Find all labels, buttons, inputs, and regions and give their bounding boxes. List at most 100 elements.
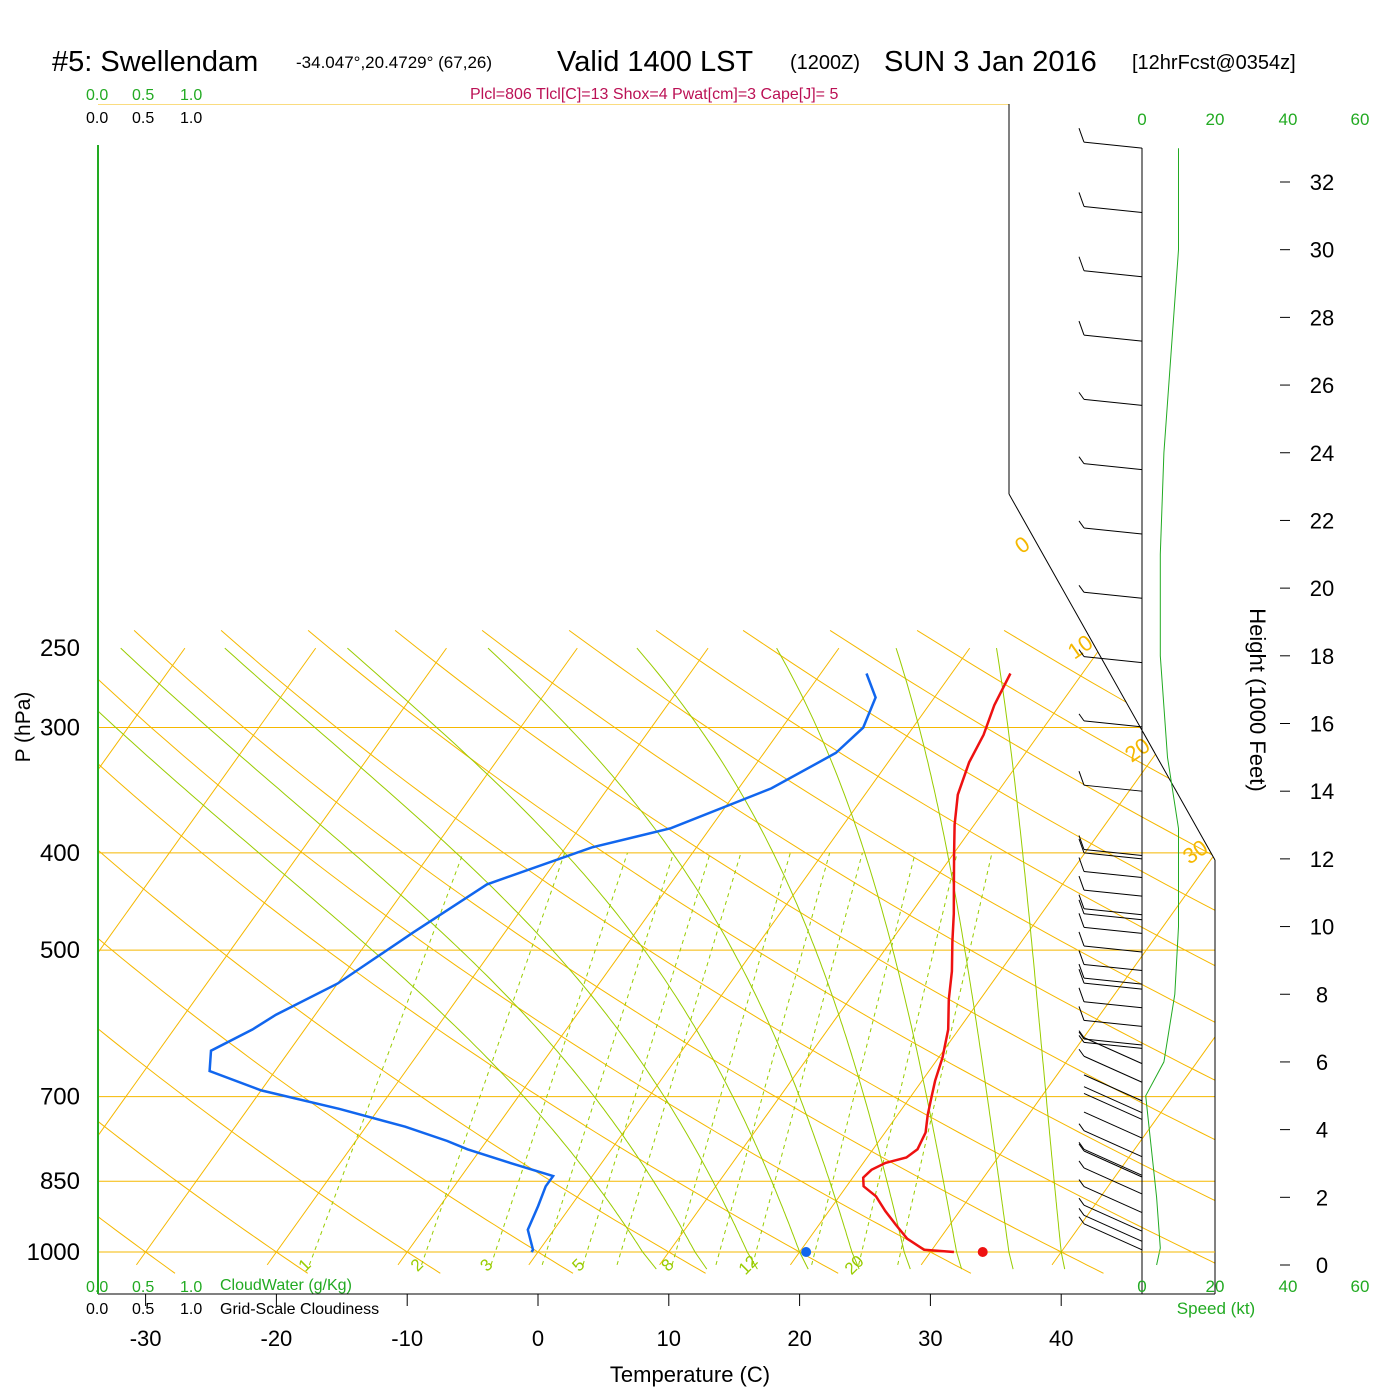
wind-barb-staff [1083, 982, 1143, 990]
moist-adiabat [487, 647, 860, 1270]
isotherm-line [98, 647, 317, 1266]
speed-tick: 60 [1351, 110, 1370, 129]
wind-barb-flag [1078, 1143, 1085, 1152]
speed-tick: 60 [1351, 1277, 1370, 1296]
height-tick-label: 26 [1310, 373, 1334, 398]
isotherm-line [528, 647, 971, 1266]
stability-indices: Plcl=806 Tlcl[C]=13 Shox=4 Pwat[cm]=3 Ca… [470, 86, 838, 103]
cloudiness-tick: 0.5 [132, 1301, 154, 1318]
height-tick-label: 4 [1316, 1118, 1328, 1143]
mixing-ratio-line [308, 852, 464, 1266]
title-station: #5: Swellendam [52, 46, 258, 78]
cloud-tick: 1.0 [180, 87, 202, 104]
wind-barb-flag [1078, 192, 1085, 207]
pressure-tick-label: 250 [40, 635, 80, 662]
height-tick-label: 6 [1316, 1050, 1328, 1075]
x-tick-label: 10 [657, 1326, 681, 1351]
wind-barb-staff [1083, 1055, 1143, 1083]
mixing-ratio-lines [308, 852, 993, 1266]
dry-adiabat [568, 629, 1215, 1274]
isotherm-line [397, 647, 840, 1266]
isotherm-line [789, 647, 1215, 1266]
speed-tick: 20 [1206, 110, 1225, 129]
wind-barb-flag [1078, 392, 1085, 400]
height-tick-label: 2 [1316, 1185, 1328, 1210]
x-tick-label: 0 [532, 1326, 544, 1351]
wind-barb-flag [1078, 456, 1085, 464]
dry-adiabat [655, 629, 1215, 1274]
mixing-ratio-label: 20 [841, 1252, 868, 1279]
mixing-ratio-line [671, 852, 791, 1266]
wind-barb-staff [1083, 1148, 1143, 1176]
temperature-axis-ticks: -30 -20 -10 0 10 20 30 40 [130, 1294, 1073, 1351]
cloud-tick: 0.0 [86, 1279, 108, 1296]
wind-barb-staff [1083, 964, 1143, 972]
cloud-tick: 0.5 [132, 1279, 154, 1296]
wind-barb-flag [1078, 320, 1085, 336]
x-tick-label: -10 [391, 1326, 423, 1351]
cloud-ticks-top-green: 0.0 0.5 1.0 [86, 87, 202, 104]
dry-adiabat-lines [98, 629, 1215, 1274]
cloudiness-tick: 1.0 [180, 110, 202, 127]
cloudiness-label: Grid-Scale Cloudiness [220, 1301, 379, 1318]
wind-barb-staff [1083, 334, 1143, 342]
mixing-ratio-line [811, 852, 916, 1265]
mixing-ratio-label: 12 [735, 1252, 762, 1279]
wind-barb-flag [1078, 1035, 1085, 1043]
dry-adiabat [98, 630, 706, 1274]
height-tick-label: 32 [1310, 170, 1334, 195]
surface-temperature-marker [977, 1247, 988, 1257]
height-axis-label: Height (1000 Feet) [1245, 608, 1270, 791]
wind-barb-staff [1083, 1086, 1143, 1114]
speed-tick: 20 [1206, 1277, 1225, 1296]
cloud-tick: 0.5 [132, 87, 154, 104]
wind-barb-staff [1083, 720, 1143, 728]
wind-barb-staff [1083, 527, 1143, 535]
height-tick-label: 16 [1310, 712, 1334, 737]
mixing-ratio-line [490, 852, 628, 1266]
dry-adiabat [829, 629, 1215, 1274]
height-tick-label: 22 [1310, 508, 1334, 533]
dry-adiabat [133, 630, 1104, 1274]
wind-barb-flag [1078, 875, 1085, 891]
speed-tick: 0 [1137, 1277, 1146, 1296]
cloudiness-tick: 1.0 [180, 1301, 202, 1318]
isotherm-line [659, 647, 1101, 1266]
cloud-ticks-bottom-green: 0.0 0.5 1.0 CloudWater (g/Kg) [86, 1277, 352, 1296]
dry-adiabat [98, 630, 574, 1274]
title-coords: -34.047°,20.4729° (67,26) [296, 53, 492, 72]
x-tick-label: -20 [261, 1326, 293, 1351]
wind-barb-flag [1078, 950, 1085, 965]
height-tick-label: 18 [1310, 644, 1334, 669]
height-tick-label: 0 [1316, 1253, 1328, 1278]
dry-adiabat [98, 630, 972, 1274]
pressure-tick-label: 1000 [27, 1239, 80, 1266]
height-tick-label: 12 [1310, 847, 1334, 872]
moist-adiabat [98, 656, 657, 1270]
mixing-ratio-line [616, 852, 742, 1266]
pressure-tick-label: 400 [40, 840, 80, 867]
wind-barb-staff [1083, 463, 1143, 471]
height-tick-label: 14 [1310, 779, 1334, 804]
wind-barb-staff [1083, 205, 1143, 213]
wind-speed-profile [1145, 148, 1179, 1266]
x-tick-label: 20 [787, 1326, 811, 1351]
wind-barb-flag [1078, 969, 1085, 984]
wind-barb-flag [1078, 838, 1085, 854]
wind-barb-staff [1083, 870, 1143, 878]
wind-barb-staff [1083, 1223, 1143, 1251]
wind-barb-flag [1078, 1142, 1085, 1150]
pressure-tick-label: 850 [40, 1168, 80, 1195]
dry-adiabat [481, 630, 1215, 1274]
wind-barb-staff [1083, 945, 1143, 953]
cloud-tick: 0.0 [86, 87, 108, 104]
dry-adiabat [394, 630, 1215, 1274]
dry-adiabat [98, 630, 839, 1274]
wind-barb-flag [1078, 913, 1085, 928]
wind-barb-staff [1083, 1041, 1143, 1049]
height-tick-label: 8 [1316, 982, 1328, 1007]
wind-barb-flag [1078, 713, 1085, 722]
wind-barb-flag [1078, 127, 1085, 143]
speed-ticks-top: 0 20 40 60 [1137, 110, 1369, 129]
